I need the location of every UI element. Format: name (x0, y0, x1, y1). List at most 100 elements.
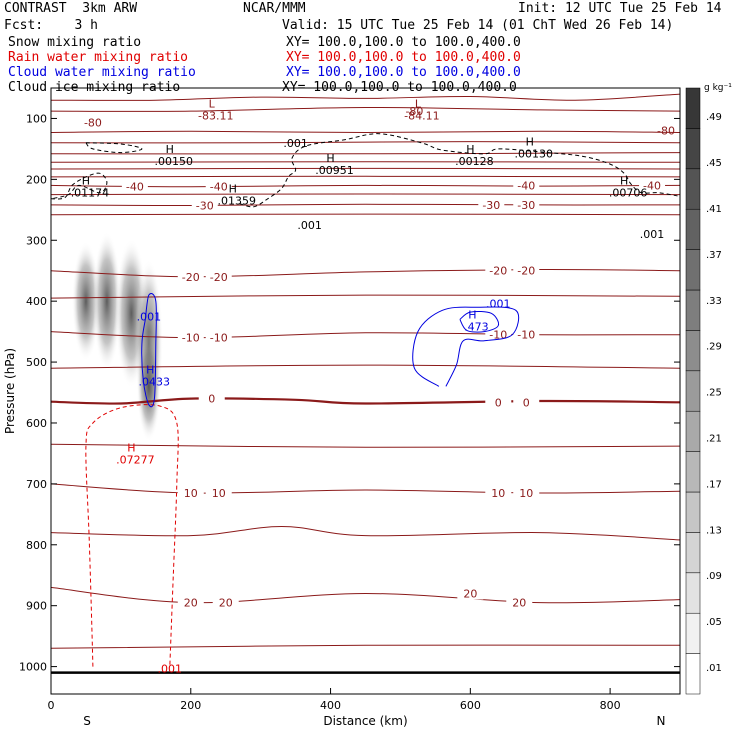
colorbar-swatch (685, 168, 701, 210)
isotherm-label: 0 (208, 393, 215, 406)
isotherm-label: 20 (184, 597, 198, 610)
isotherm-label: -40 (517, 179, 535, 192)
colorbar-swatch (685, 330, 701, 372)
colorbar-swatch (685, 87, 701, 129)
isotherm-label-bg (205, 486, 232, 500)
isotherm-label-bg (485, 327, 512, 341)
rain-contour (85, 404, 179, 667)
colorbar-level-label: .01 (706, 663, 722, 674)
colorbar-unit: g kg⁻¹ (704, 83, 732, 93)
isotherm-label-bg (177, 595, 204, 609)
cloud-water-contour-label: .001 (486, 298, 511, 311)
isotherm-label: -80 (84, 117, 102, 130)
colorbar-level-label: .49 (706, 112, 722, 123)
isotherm-label-bg (639, 178, 666, 192)
x-axis-label: Distance (km) (323, 714, 407, 728)
isotherm-label: 10 (491, 487, 505, 500)
legend-rain-xy: XY= 100.0,100.0 to 100.0,400.0 (286, 50, 521, 65)
isotherm-label: -20 (210, 271, 228, 284)
isotherm-label: 0 (495, 396, 502, 409)
extremum-marker: L (415, 97, 422, 110)
extremum-value: .00130 (514, 148, 553, 161)
isotherm-label-bg (191, 198, 218, 212)
isotherm-label-bg (198, 391, 225, 405)
extremum-value: -83.11 (198, 109, 233, 122)
isotherm-label: -30 (517, 199, 535, 212)
isotherm-label-bg (212, 595, 239, 609)
colorbar-level-label: .21 (706, 434, 722, 445)
extremum-marker: H (468, 309, 476, 322)
extremum-value: -84.11 (404, 109, 439, 122)
isotherm-label: 20 (512, 597, 526, 610)
isotherm-line-10 (51, 203, 680, 207)
colorbar-swatch (685, 451, 701, 493)
cloud-ice-label: .001 (297, 219, 322, 232)
extremum-marker: H (326, 152, 334, 165)
isotherm-line-9 (51, 193, 680, 196)
isotherm-line-20 (51, 586, 680, 604)
extremum-marker: H (229, 183, 237, 196)
isotherm-label: -30 (482, 199, 500, 212)
extremum-value: .473 (464, 321, 489, 334)
y-tick-label: 600 (26, 417, 47, 430)
isotherm-label: -10 (517, 329, 535, 342)
valid-time: Valid: 15 UTC Tue 25 Feb 14 (01 ChT Wed … (282, 18, 674, 33)
isotherm-label: -40 (210, 181, 228, 194)
colorbar-swatch (685, 370, 701, 412)
isotherm-line-17 (51, 443, 680, 448)
isotherm-line-16 (51, 397, 680, 405)
extremum-marker: H (526, 136, 534, 149)
extremum-value: .01359 (217, 195, 256, 208)
isotherm-label: 10 (184, 487, 198, 500)
y-tick-label: 900 (26, 600, 47, 613)
isotherm-label-bg (513, 197, 540, 211)
x-tick-label: 800 (600, 699, 621, 712)
isotherm-line-11 (51, 213, 680, 216)
isotherm-line-1 (51, 106, 680, 112)
isotherm-label: 10 (519, 487, 533, 500)
isotherm-line-12 (51, 268, 680, 278)
isotherm-line-15 (51, 364, 680, 369)
snow-shading-0 (71, 241, 100, 362)
isotherm-label: -40 (643, 179, 661, 192)
isotherm-label: -20 (182, 271, 200, 284)
isotherm-label: 10 (212, 487, 226, 500)
colorbar-swatch (685, 491, 701, 533)
legend-snow-xy: XY= 100.0,100.0 to 100.0,400.0 (286, 35, 521, 50)
colorbar-level-label: .05 (706, 617, 722, 628)
isotherm-label-bg (513, 178, 540, 192)
y-tick-label: 300 (26, 234, 47, 247)
y-tick-label: 500 (26, 356, 47, 369)
legend-cloud-water: Cloud water mixing ratio (8, 65, 196, 80)
isotherm-line-4 (51, 152, 680, 155)
cloud-water-contour (141, 293, 157, 408)
isotherm-label-bg (121, 179, 148, 193)
isotherm-label-bg (513, 263, 540, 277)
isotherm-label: -80 (405, 105, 423, 118)
isotherm-label-bg (79, 115, 106, 129)
colorbar-level-label: .13 (706, 525, 722, 536)
isotherm-line-19 (51, 525, 680, 541)
extremum-value: .00128 (455, 155, 494, 168)
isotherm-label-bg (478, 197, 505, 211)
isotherm-label-bg (513, 486, 540, 500)
isotherm-label-bg (205, 179, 232, 193)
rain-contour-label: .001 (158, 662, 183, 675)
extremum-marker: H (620, 175, 628, 188)
isotherm-label: -80 (657, 125, 675, 138)
colorbar-level-label: .09 (706, 571, 722, 582)
y-tick-label: 800 (26, 539, 47, 552)
colorbar-swatch (685, 410, 701, 452)
extremum-value: .00706 (609, 187, 648, 200)
y-tick-label: 1000 (19, 661, 47, 674)
isotherm-label-bg (485, 486, 512, 500)
colorbar-swatch (685, 289, 701, 331)
isotherm-line-6 (51, 167, 680, 170)
extremum-marker: H (166, 143, 174, 156)
isotherm-label: -10 (182, 332, 200, 345)
colorbar-level-label: .41 (706, 204, 722, 215)
y-tick-label: 100 (26, 112, 47, 125)
colorbar-swatch (685, 572, 701, 614)
extremum-marker: H (127, 441, 135, 454)
